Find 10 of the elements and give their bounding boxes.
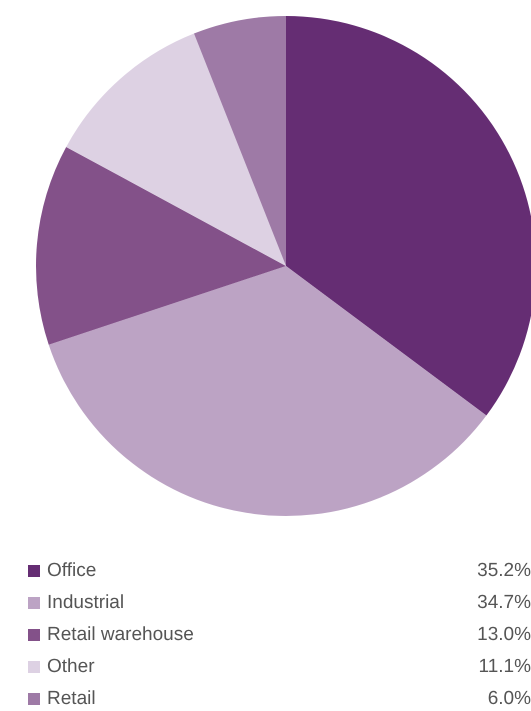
data-label: 35.2% <box>477 559 531 583</box>
data-label: 11.1% <box>478 655 531 679</box>
legend-label: Retail <box>47 687 96 711</box>
legend-label: Office <box>47 559 96 583</box>
data-label: 6.0% <box>488 687 531 711</box>
data-label: 13.0% <box>477 623 531 647</box>
legend-label: Other <box>47 655 95 679</box>
legend-label: Retail warehouse <box>47 623 194 647</box>
data-label: 34.7% <box>477 591 531 615</box>
legend-label: Industrial <box>47 591 124 615</box>
